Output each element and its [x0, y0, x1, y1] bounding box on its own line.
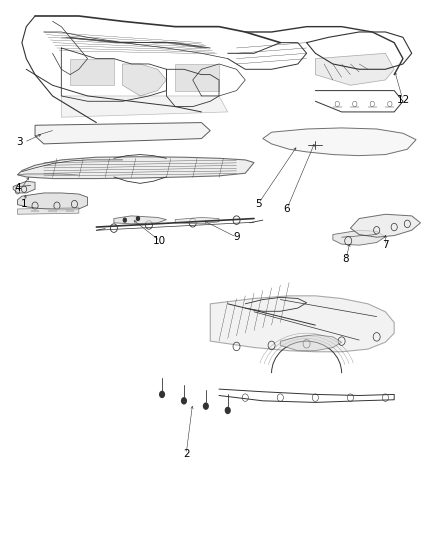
Polygon shape — [70, 59, 114, 85]
Text: 4: 4 — [14, 183, 21, 192]
Polygon shape — [18, 173, 79, 175]
Polygon shape — [18, 193, 88, 210]
Text: 12: 12 — [396, 95, 410, 105]
Polygon shape — [280, 335, 342, 351]
Circle shape — [123, 217, 127, 223]
Circle shape — [225, 407, 231, 414]
Polygon shape — [350, 214, 420, 237]
Text: 1: 1 — [21, 199, 28, 208]
Polygon shape — [18, 157, 254, 179]
Polygon shape — [210, 296, 394, 352]
Text: 9: 9 — [233, 232, 240, 242]
Polygon shape — [61, 96, 228, 117]
Circle shape — [159, 391, 165, 398]
Polygon shape — [175, 217, 219, 224]
Polygon shape — [35, 123, 210, 144]
Circle shape — [136, 216, 140, 221]
Text: 7: 7 — [382, 240, 389, 250]
Polygon shape — [18, 208, 79, 214]
Text: 10: 10 — [153, 236, 166, 246]
Text: 6: 6 — [283, 204, 290, 214]
Circle shape — [181, 397, 187, 405]
Circle shape — [203, 402, 209, 410]
Text: 5: 5 — [255, 199, 262, 208]
Polygon shape — [175, 64, 219, 91]
Polygon shape — [123, 64, 166, 96]
Polygon shape — [114, 216, 166, 224]
Text: 8: 8 — [343, 254, 350, 263]
Polygon shape — [315, 53, 394, 85]
Text: 3: 3 — [16, 138, 23, 147]
Polygon shape — [333, 230, 385, 245]
Text: 2: 2 — [183, 449, 190, 459]
Polygon shape — [263, 128, 416, 156]
Polygon shape — [13, 181, 35, 193]
